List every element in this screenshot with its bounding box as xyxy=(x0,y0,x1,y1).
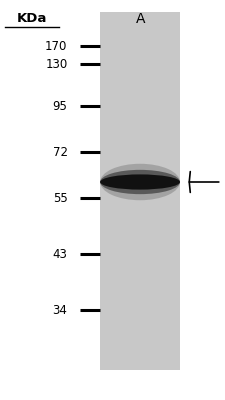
Text: A: A xyxy=(136,12,145,26)
Text: 95: 95 xyxy=(53,100,68,112)
Text: 43: 43 xyxy=(53,248,68,260)
Bar xyxy=(100,12,180,370)
Ellipse shape xyxy=(100,170,180,194)
Text: 34: 34 xyxy=(53,304,68,316)
Text: KDa: KDa xyxy=(16,12,47,25)
Text: 72: 72 xyxy=(52,146,68,158)
Ellipse shape xyxy=(100,164,180,200)
Text: 170: 170 xyxy=(45,40,68,52)
Text: 130: 130 xyxy=(45,58,68,70)
Ellipse shape xyxy=(100,174,180,190)
Text: 55: 55 xyxy=(53,192,68,204)
